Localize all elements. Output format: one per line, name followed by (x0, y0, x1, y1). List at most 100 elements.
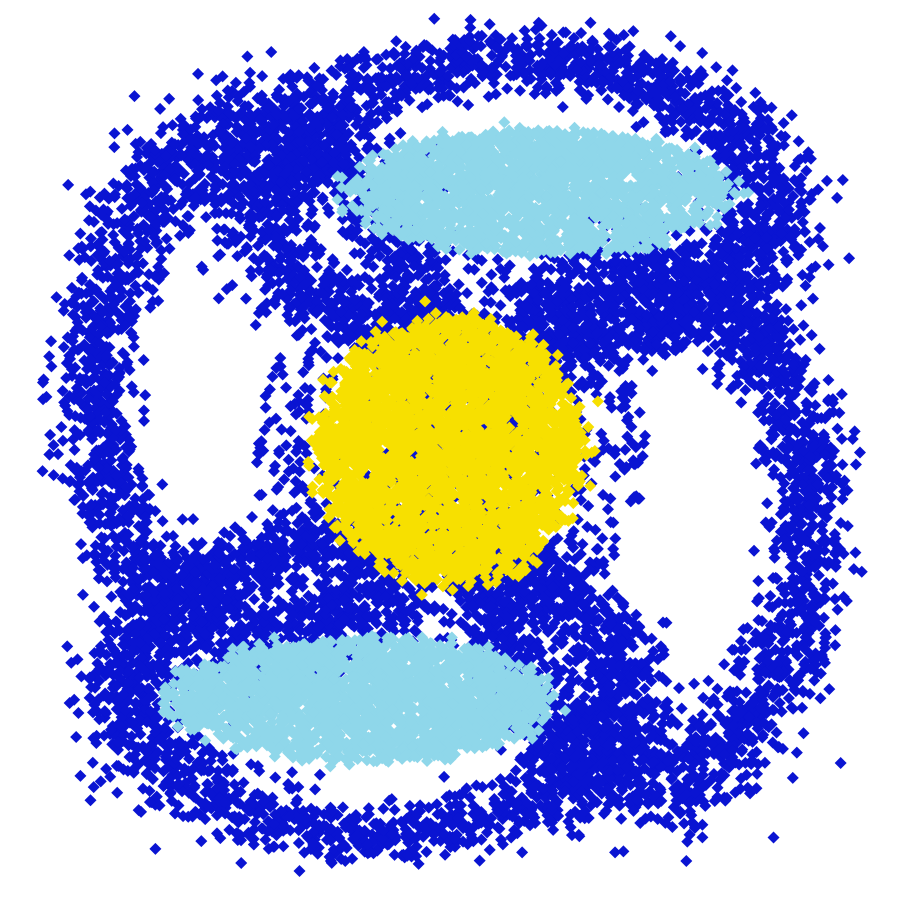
data-point (160, 530, 173, 543)
data-point (138, 161, 151, 174)
data-point (192, 67, 205, 80)
data-point (809, 399, 822, 412)
data-point (127, 210, 140, 223)
data-point (55, 420, 68, 433)
data-point (265, 46, 278, 59)
data-point (475, 276, 488, 289)
data-point (44, 428, 57, 441)
data-point (786, 771, 799, 784)
data-point (122, 230, 135, 243)
data-point (137, 353, 150, 366)
data-point (849, 458, 862, 471)
data-point (84, 232, 97, 245)
data-point (256, 70, 269, 83)
data-point (154, 102, 167, 115)
data-point (835, 432, 848, 445)
data-point (156, 515, 169, 528)
data-point (45, 335, 58, 348)
data-point (836, 458, 849, 471)
data-point (163, 92, 176, 105)
data-point (805, 329, 818, 342)
data-point (675, 702, 688, 715)
data-point (828, 593, 841, 606)
data-point (108, 127, 121, 140)
data-point (65, 363, 78, 376)
data-point (68, 443, 81, 456)
data-point (711, 682, 724, 695)
data-point (751, 767, 764, 780)
data-point (718, 658, 731, 671)
data-point (76, 271, 89, 284)
data-point (159, 180, 172, 193)
data-point (137, 404, 150, 417)
data-point (814, 692, 827, 705)
data-point (790, 746, 803, 759)
data-point (56, 384, 69, 397)
data-point (138, 414, 151, 427)
data-point (36, 465, 49, 478)
data-point (797, 727, 810, 740)
data-point (752, 574, 765, 587)
data-point (822, 373, 835, 386)
data-point (75, 538, 88, 551)
series-layer (36, 12, 868, 878)
data-point (155, 244, 168, 257)
data-point (296, 580, 309, 593)
data-point (761, 497, 774, 510)
data-point (394, 127, 407, 140)
data-point (43, 350, 56, 363)
data-point (834, 757, 847, 770)
data-point (47, 469, 60, 482)
data-point (177, 545, 190, 558)
data-point (680, 855, 693, 868)
data-point (156, 478, 169, 491)
data-point (831, 603, 844, 616)
data-point (696, 363, 709, 376)
data-point (241, 50, 254, 63)
data-point (128, 90, 141, 103)
data-point (461, 287, 474, 300)
data-point (244, 66, 257, 79)
data-point (187, 513, 200, 526)
data-point (62, 178, 75, 191)
data-point (76, 552, 89, 565)
data-point (688, 677, 701, 690)
data-point (373, 249, 386, 262)
data-point (853, 446, 866, 459)
data-point (56, 434, 69, 447)
data-point (823, 683, 836, 696)
data-point (196, 103, 209, 116)
data-point (108, 141, 121, 154)
data-point (735, 396, 748, 409)
data-point (139, 389, 152, 402)
data-point (336, 213, 349, 226)
data-point (163, 242, 176, 255)
data-point (615, 812, 628, 825)
data-point (702, 674, 715, 687)
data-point (796, 701, 809, 714)
data-point (160, 232, 173, 245)
data-point (696, 831, 709, 844)
data-point (95, 226, 108, 239)
data-point (63, 249, 76, 262)
data-point (813, 342, 826, 355)
data-point (74, 227, 87, 240)
data-point (764, 589, 777, 602)
data-point (831, 422, 844, 435)
data-point (176, 513, 189, 526)
data-point (166, 119, 179, 132)
data-point (794, 333, 807, 346)
data-point (124, 287, 137, 300)
data-point (121, 123, 134, 136)
data-point (119, 300, 132, 313)
data-point (167, 530, 180, 543)
data-point (76, 588, 89, 601)
data-point (795, 299, 808, 312)
data-point (192, 94, 205, 107)
data-point (50, 291, 63, 304)
data-point (829, 624, 842, 637)
data-point (45, 360, 58, 373)
data-point (61, 405, 74, 418)
